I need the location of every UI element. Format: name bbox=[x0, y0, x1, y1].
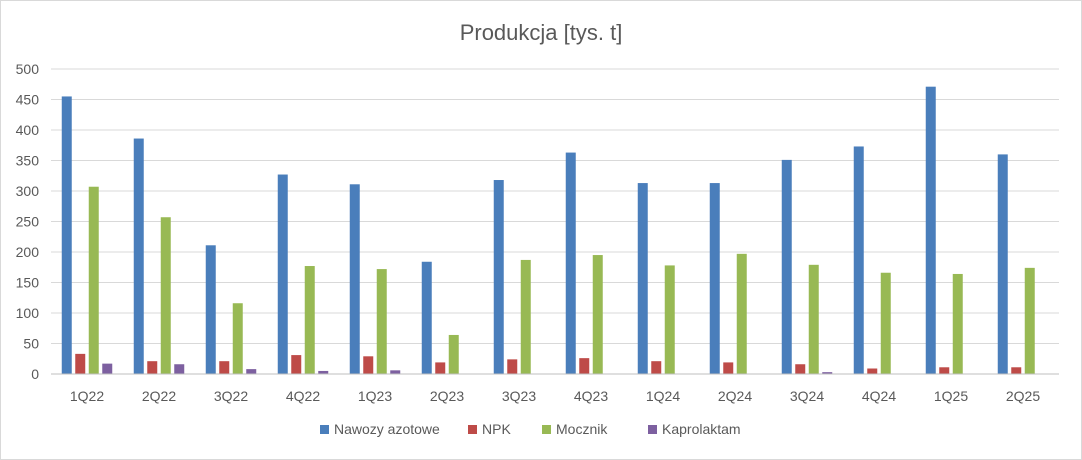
bar-mocznik-2q22 bbox=[160, 217, 171, 374]
bar-kaprolaktam-3q24 bbox=[822, 372, 833, 374]
bar-mocznik-2q23 bbox=[448, 334, 459, 374]
bar-mocznik-1q22 bbox=[88, 186, 99, 374]
y-tick-label: 200 bbox=[16, 244, 40, 260]
x-tick-label: 1Q22 bbox=[70, 388, 104, 404]
x-tick-label: 3Q22 bbox=[214, 388, 248, 404]
legend-swatch bbox=[648, 425, 657, 434]
bar-mocznik-1q25 bbox=[952, 273, 963, 374]
bar-npk-1q25 bbox=[939, 367, 950, 374]
bar-mocznik-4q23 bbox=[592, 255, 603, 374]
x-tick-label: 4Q22 bbox=[286, 388, 320, 404]
legend-swatch bbox=[542, 425, 551, 434]
y-axis-ticks: 0 50 100 150 200 250 300 350 400 450 500 bbox=[16, 61, 40, 382]
bar-npk-2q24 bbox=[723, 362, 734, 374]
bar-nawozy-azotowe-2q22 bbox=[133, 138, 144, 374]
bar-nawozy-azotowe-4q22 bbox=[277, 174, 288, 374]
bar-mocznik-4q22 bbox=[304, 266, 315, 374]
bar-npk-4q23 bbox=[579, 358, 590, 374]
bar-nawozy-azotowe-1q23 bbox=[349, 184, 360, 374]
y-tick-label: 450 bbox=[16, 92, 40, 108]
x-tick-label: 3Q23 bbox=[502, 388, 536, 404]
bar-nawozy-azotowe-3q23 bbox=[493, 180, 504, 374]
x-tick-label: 3Q24 bbox=[790, 388, 824, 404]
y-tick-label: 100 bbox=[16, 305, 40, 321]
bar-npk-1q23 bbox=[363, 356, 374, 374]
bar-npk-1q22 bbox=[75, 353, 86, 374]
bar-mocznik-1q24 bbox=[664, 265, 675, 374]
bar-nawozy-azotowe-4q24 bbox=[853, 146, 864, 374]
bar-mocznik-3q23 bbox=[520, 259, 531, 374]
legend-label: Nawozy azotowe bbox=[334, 421, 440, 437]
bar-npk-4q22 bbox=[291, 355, 302, 374]
bar-nawozy-azotowe-1q24 bbox=[637, 183, 648, 374]
bar-npk-2q25 bbox=[1011, 367, 1022, 374]
bar-kaprolaktam-2q22 bbox=[174, 364, 185, 374]
y-tick-label: 300 bbox=[16, 183, 40, 199]
bars bbox=[61, 86, 1035, 374]
bar-npk-1q24 bbox=[651, 361, 662, 374]
gridlines bbox=[51, 68, 1059, 344]
y-tick-label: 50 bbox=[23, 336, 39, 352]
bar-nawozy-azotowe-1q25 bbox=[925, 86, 936, 374]
x-tick-label: 2Q25 bbox=[1006, 388, 1040, 404]
x-tick-label: 4Q24 bbox=[862, 388, 896, 404]
x-tick-label: 1Q25 bbox=[934, 388, 968, 404]
bar-mocznik-2q24 bbox=[736, 253, 747, 374]
bar-kaprolaktam-4q22 bbox=[318, 370, 329, 374]
legend-label: Kaprolaktam bbox=[662, 421, 741, 437]
legend-label: NPK bbox=[482, 421, 511, 437]
bar-npk-3q23 bbox=[507, 359, 518, 374]
bar-npk-2q23 bbox=[435, 362, 446, 374]
bar-kaprolaktam-3q22 bbox=[246, 369, 257, 374]
bar-kaprolaktam-1q22 bbox=[102, 363, 113, 374]
y-tick-label: 500 bbox=[16, 61, 40, 77]
bar-mocznik-3q22 bbox=[232, 303, 243, 374]
bar-mocznik-1q23 bbox=[376, 269, 387, 374]
legend-label: Mocznik bbox=[556, 421, 608, 437]
bar-nawozy-azotowe-1q22 bbox=[61, 96, 72, 374]
bar-kaprolaktam-1q23 bbox=[390, 370, 401, 374]
x-tick-label: 2Q24 bbox=[718, 388, 752, 404]
chart-title: Produkcja [tys. t] bbox=[460, 20, 623, 45]
bar-nawozy-azotowe-2q23 bbox=[421, 261, 432, 374]
y-tick-label: 0 bbox=[31, 366, 39, 382]
x-axis: 1Q22 2Q22 3Q22 4Q22 1Q23 2Q23 3Q23 4Q23 1Q24 2Q24… bbox=[51, 373, 1059, 404]
bar-npk-3q24 bbox=[795, 364, 806, 374]
y-tick-label: 150 bbox=[16, 275, 40, 291]
x-tick-label: 2Q23 bbox=[430, 388, 464, 404]
bar-npk-4q24 bbox=[867, 368, 878, 374]
legend-swatch bbox=[320, 425, 329, 434]
x-tick-label: 1Q23 bbox=[358, 388, 392, 404]
y-tick-label: 350 bbox=[16, 153, 40, 169]
bar-mocznik-4q24 bbox=[880, 272, 891, 374]
x-tick-label: 2Q22 bbox=[142, 388, 176, 404]
bar-npk-3q22 bbox=[219, 361, 230, 374]
y-tick-label: 250 bbox=[16, 214, 40, 230]
bar-nawozy-azotowe-2q24 bbox=[709, 183, 720, 374]
bar-nawozy-azotowe-3q24 bbox=[781, 159, 792, 374]
legend-swatch bbox=[468, 425, 477, 434]
bar-mocznik-2q25 bbox=[1024, 267, 1035, 374]
x-tick-label: 1Q24 bbox=[646, 388, 680, 404]
x-tick-label: 4Q23 bbox=[574, 388, 608, 404]
bar-nawozy-azotowe-3q22 bbox=[205, 245, 216, 374]
bar-nawozy-azotowe-4q23 bbox=[565, 152, 576, 374]
bar-npk-2q22 bbox=[147, 361, 158, 374]
bar-mocznik-3q24 bbox=[808, 264, 819, 374]
legend: Nawozy azotowe NPK Mocznik Kaprolaktam bbox=[320, 421, 741, 437]
y-tick-label: 400 bbox=[16, 122, 40, 138]
bar-nawozy-azotowe-2q25 bbox=[997, 154, 1008, 374]
